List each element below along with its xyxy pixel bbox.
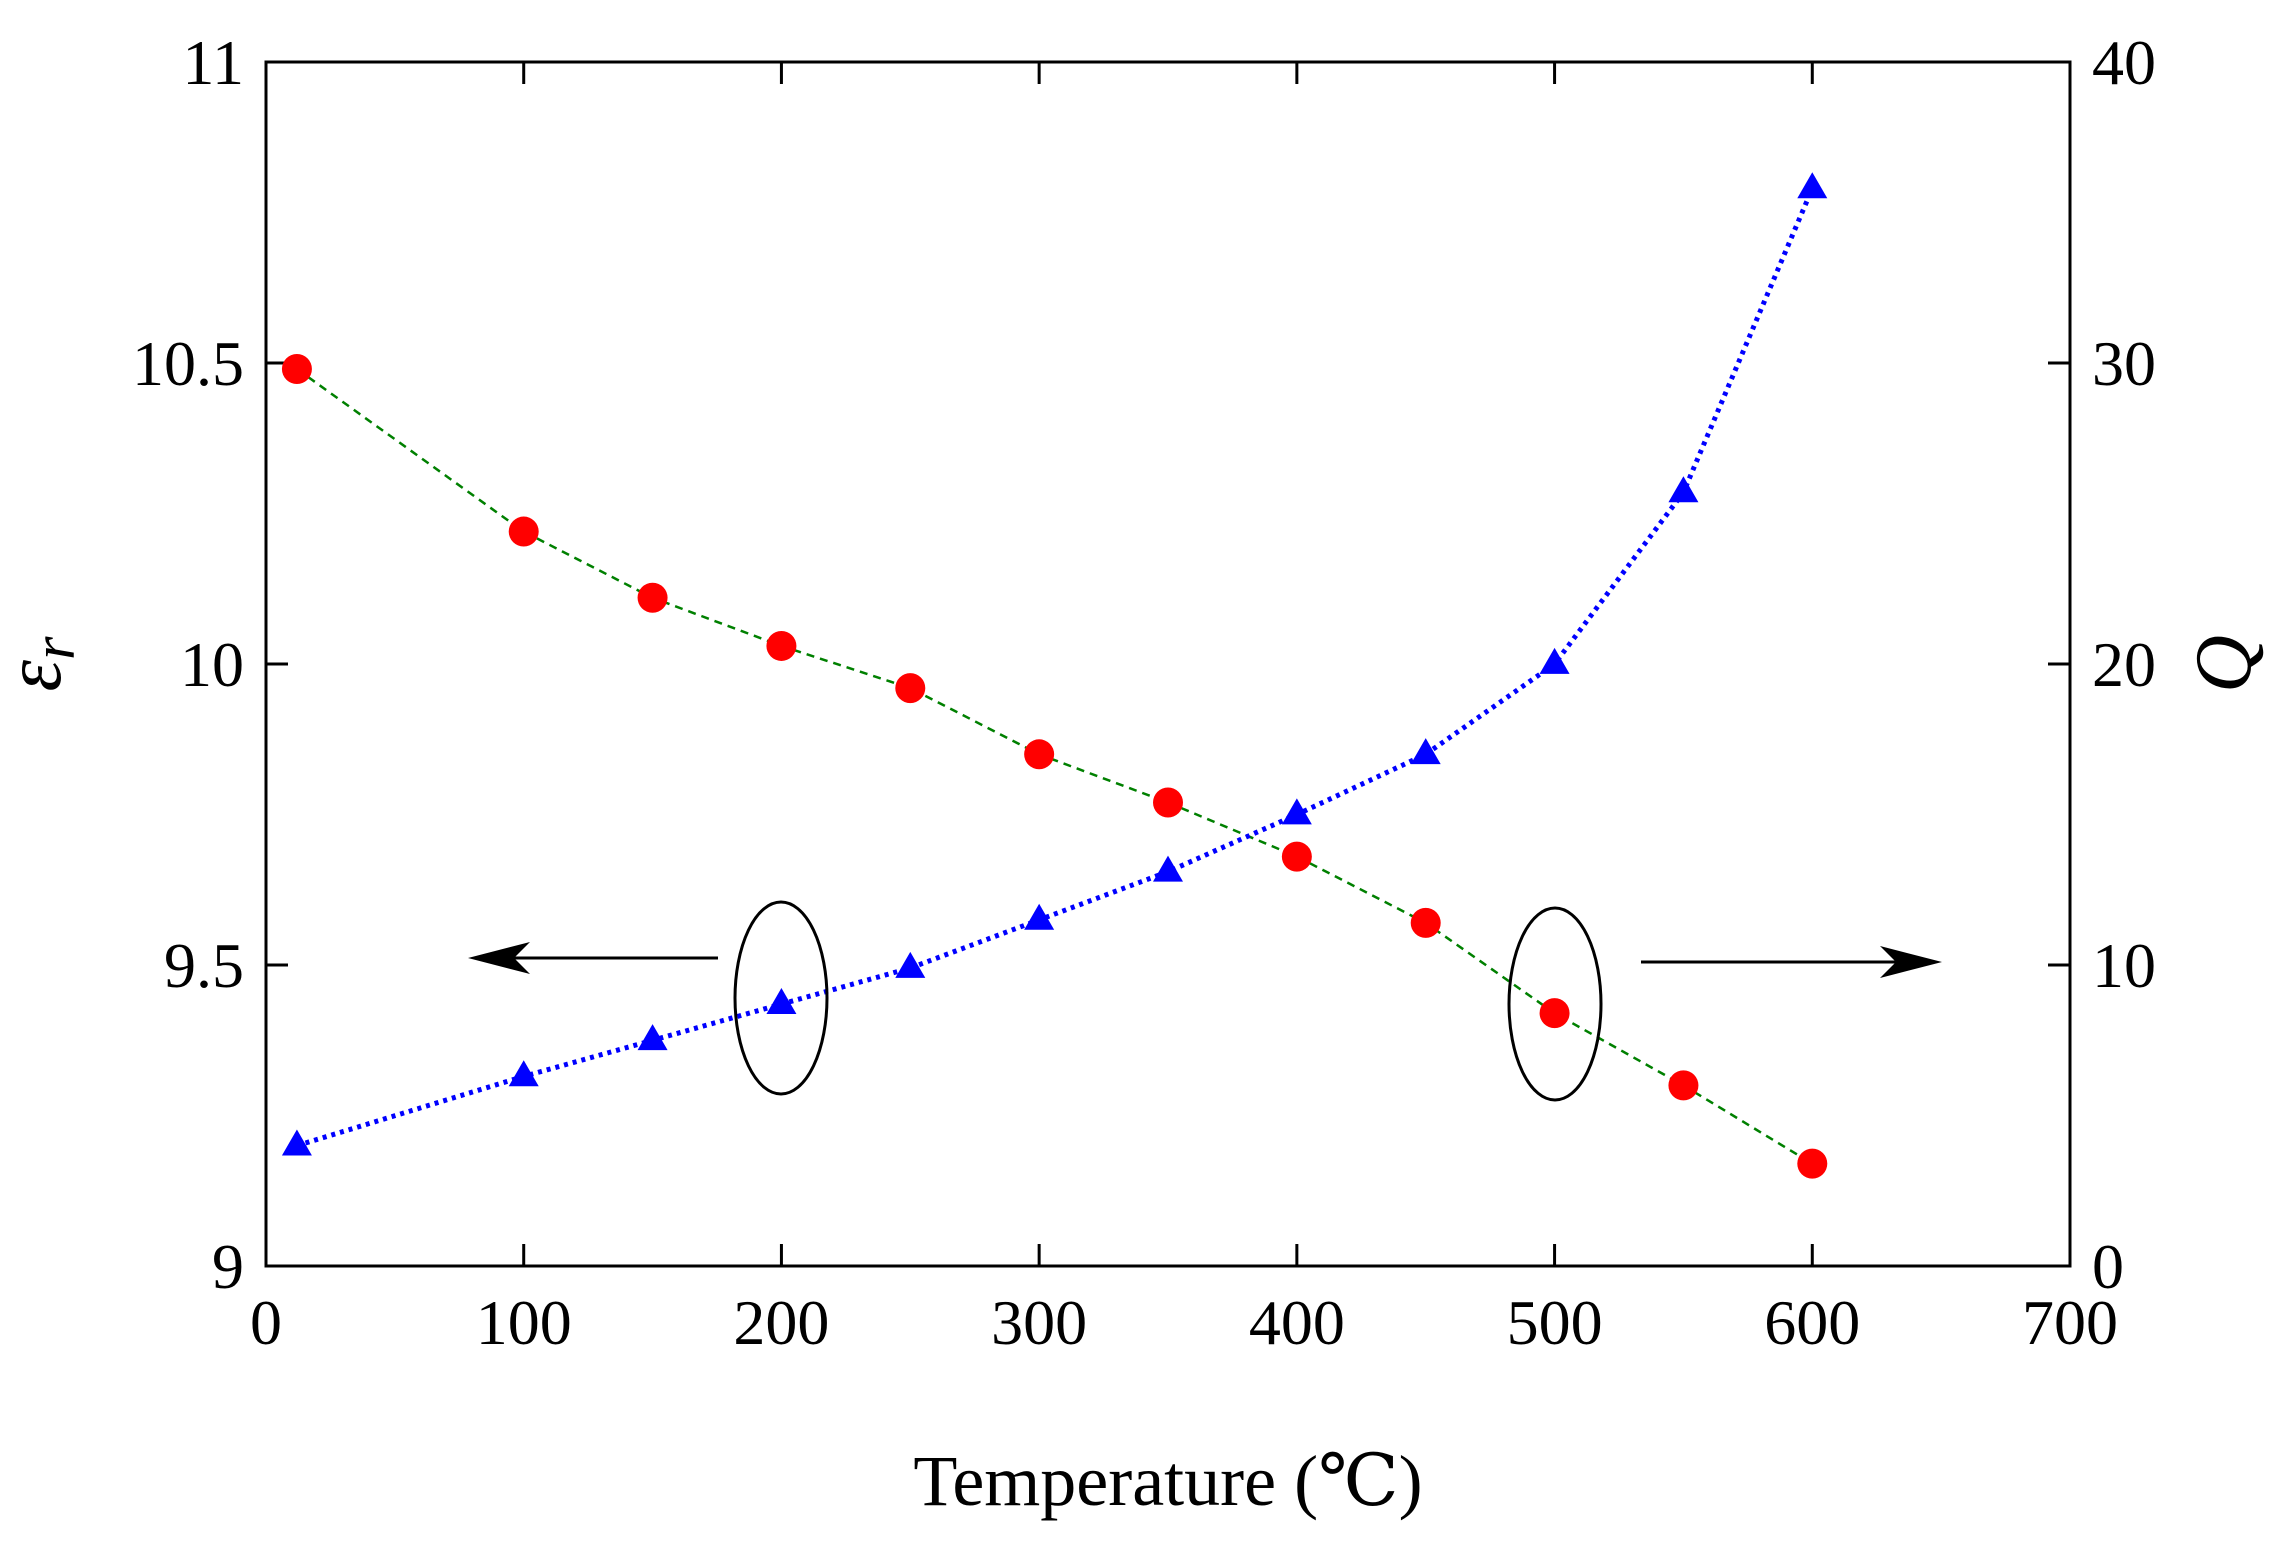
x-tick-label: 300: [991, 1287, 1087, 1358]
q-data-point: [1539, 647, 1570, 674]
left-axis-symbol: ε: [0, 659, 78, 691]
y-right-tick-label: 0: [2092, 1231, 2124, 1302]
left-annotation-ellipse: [733, 900, 829, 1096]
left-axis-subscript: r: [21, 636, 87, 660]
er-data-point: [766, 630, 797, 661]
q-data-point: [1024, 903, 1055, 930]
y-left-tick-label: 9: [212, 1231, 244, 1302]
er-data-point: [1668, 1070, 1699, 1101]
q-data-point: [1797, 172, 1828, 199]
q-data-point: [281, 1129, 312, 1156]
x-tick-label: 700: [2022, 1287, 2118, 1358]
axis-ticks: [264, 60, 2072, 1268]
y-left-tick-label: 10.5: [132, 328, 244, 399]
right-annotation-ellipse: [1507, 906, 1603, 1102]
er-data-point: [1281, 841, 1312, 872]
q-data-point: [1410, 738, 1441, 765]
x-tick-label: 0: [250, 1287, 282, 1358]
x-axis-title: Temperature (℃): [913, 1441, 1422, 1521]
er-data-point: [637, 582, 668, 613]
series-markers: [281, 172, 1828, 1179]
q-data-point: [1281, 798, 1312, 825]
annotations: [468, 900, 1942, 1102]
q-data-point: [1153, 855, 1183, 882]
right-arrow-head-icon: [1880, 946, 1942, 978]
y-right-tick-label: 40: [2092, 27, 2156, 98]
q-data-point: [766, 988, 797, 1015]
series-lines: [296, 187, 1815, 1165]
y-left-tick-label: 10: [180, 629, 244, 700]
series-line-q: [296, 187, 1815, 1148]
q-data-point: [1668, 476, 1699, 503]
x-tick-label: 400: [1249, 1287, 1345, 1358]
x-tick-label: 200: [733, 1287, 829, 1358]
q-data-point: [895, 951, 926, 978]
svg-text:εr: εr: [0, 636, 87, 692]
y-right-tick-label: 20: [2092, 629, 2156, 700]
q-data-point: [508, 1060, 539, 1087]
er-data-point: [895, 673, 926, 704]
y-right-tick-label: 30: [2092, 328, 2156, 399]
x-tick-label: 100: [476, 1287, 572, 1358]
series-line-er: [296, 367, 1813, 1165]
er-data-point: [1153, 787, 1183, 818]
right-axis-title: Q: [2180, 635, 2268, 693]
x-tick-label: 500: [1507, 1287, 1603, 1358]
er-data-point: [1410, 907, 1441, 938]
er-data-point: [1024, 739, 1055, 770]
q-data-point: [637, 1024, 668, 1051]
left-arrow-head-icon: [468, 942, 530, 974]
axis-tick-labels: 0 100 200 300 400 500 600 700 9 9.5 10 10.5 11 0 10 20 3…: [132, 27, 2156, 1358]
er-data-point: [1797, 1148, 1828, 1179]
y-left-tick-label: 11: [182, 27, 244, 98]
y-left-tick-label: 9.5: [164, 930, 244, 1001]
er-data-point: [281, 354, 312, 385]
er-data-point: [1539, 998, 1570, 1029]
er-data-point: [508, 516, 539, 547]
y-right-tick-label: 10: [2092, 930, 2156, 1001]
left-axis-title: εr: [0, 636, 87, 692]
x-tick-label: 600: [1764, 1287, 1860, 1358]
svg-text:Q: Q: [2180, 635, 2268, 693]
